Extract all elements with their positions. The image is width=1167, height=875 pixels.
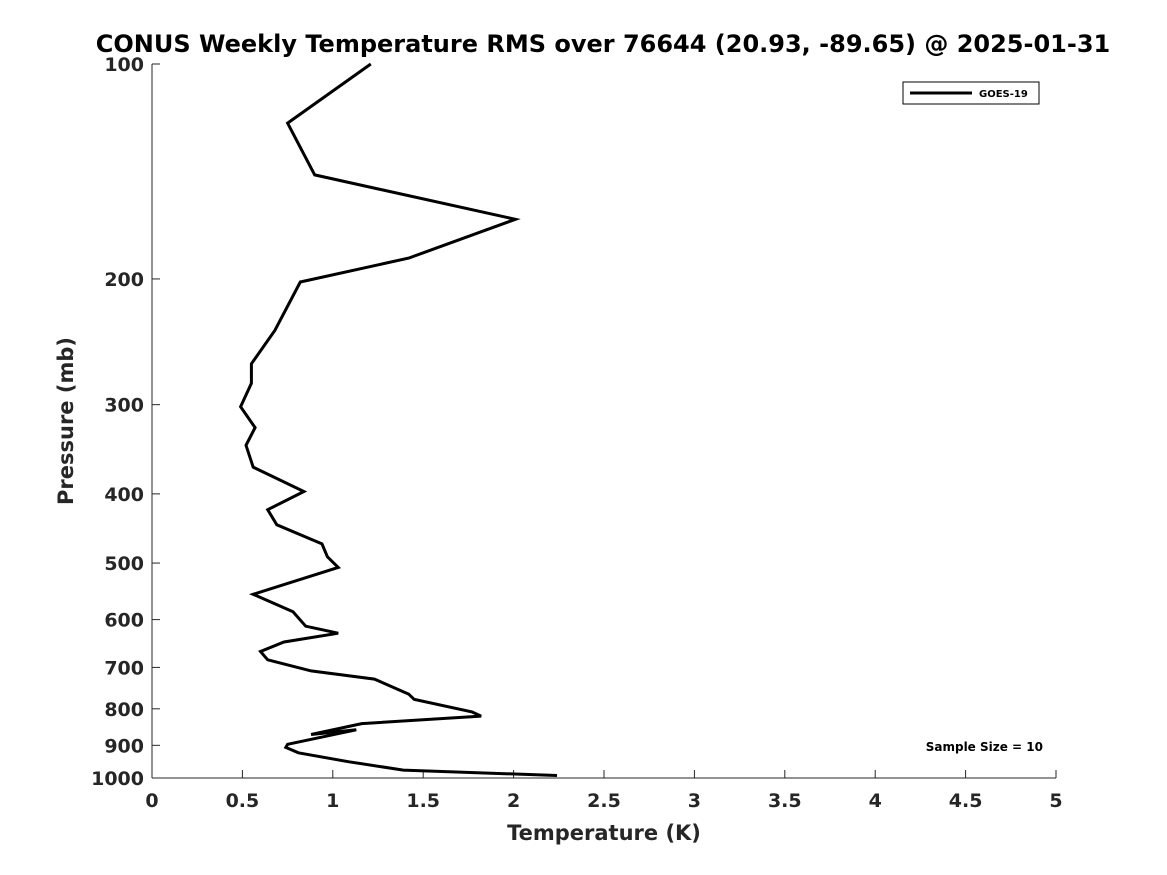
x-tick-label: 1 — [326, 790, 339, 812]
x-tick-label: 3 — [688, 790, 701, 812]
y-ticks: 100 200 300 400 500 600 700 800 900 1000 — [91, 54, 160, 790]
x-tick-label: 4.5 — [949, 790, 983, 812]
axes — [151, 64, 1056, 779]
y-tick-label: 800 — [104, 699, 144, 721]
series-layer — [238, 62, 558, 777]
y-tick-label: 600 — [104, 610, 144, 632]
y-tick-label: 500 — [104, 553, 144, 575]
x-tick-label: 2.5 — [587, 790, 621, 812]
y-tick-label: 300 — [104, 395, 144, 417]
legend: GOES-19 — [902, 81, 1040, 105]
x-tick-label: 4 — [869, 790, 882, 812]
chart-title: CONUS Weekly Temperature RMS over 76644 … — [96, 30, 1110, 58]
y-tick-label: 1000 — [91, 768, 144, 790]
x-tick-label: 3.5 — [768, 790, 802, 812]
x-tick-label: 0 — [145, 790, 158, 812]
x-tick-label: 2 — [507, 790, 520, 812]
y-tick-label: 100 — [104, 54, 144, 76]
x-axis-label: Temperature (K) — [507, 821, 701, 845]
x-tick-label: 0.5 — [226, 790, 260, 812]
y-tick-label: 700 — [104, 657, 144, 679]
sample-size-annotation: Sample Size = 10 — [926, 740, 1043, 754]
y-tick-label: 900 — [104, 735, 144, 757]
x-ticks: 0 0.5 1 1.5 2 2.5 3 3.5 4 4.5 5 — [145, 770, 1063, 812]
x-tick-label: 1.5 — [406, 790, 440, 812]
y-tick-label: 400 — [104, 484, 144, 506]
legend-label: GOES-19 — [979, 89, 1028, 100]
y-tick-label: 200 — [104, 269, 144, 291]
x-tick-label: 5 — [1049, 790, 1062, 812]
series-line-goes-19 — [238, 62, 558, 777]
y-axis-label: Pressure (mb) — [54, 337, 78, 505]
